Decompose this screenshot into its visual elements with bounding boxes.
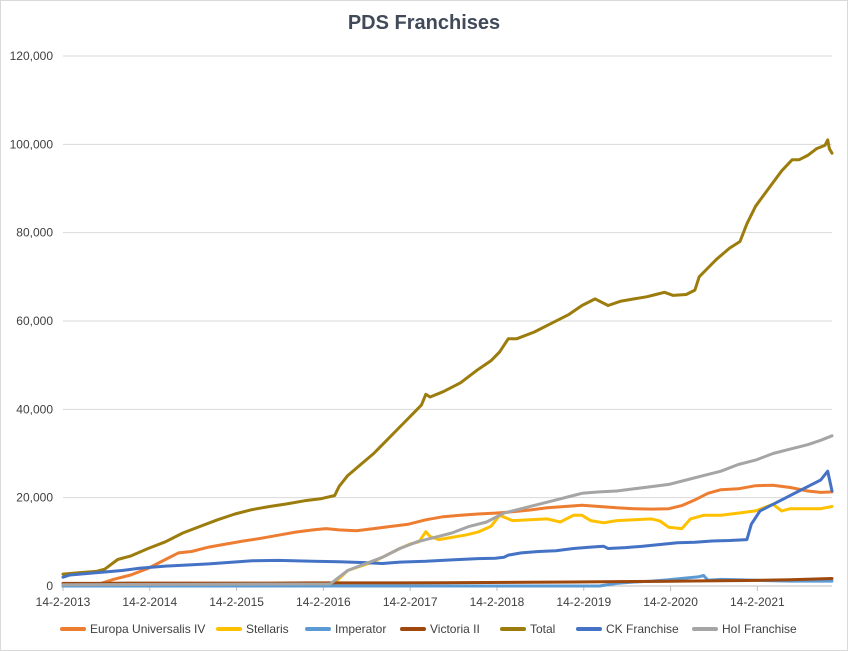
legend-swatch xyxy=(305,627,331,631)
legend-swatch xyxy=(60,627,86,631)
legend-swatch xyxy=(692,627,718,631)
legend-label: Europa Universalis IV xyxy=(90,622,206,636)
x-tick-label: 14-2-2018 xyxy=(470,595,525,609)
x-tick-label: 14-2-2013 xyxy=(36,595,91,609)
y-tick-label: 20,000 xyxy=(16,491,53,505)
legend-swatch xyxy=(216,627,242,631)
legend-label: Total xyxy=(530,622,556,636)
x-tick-label: 14-2-2021 xyxy=(730,595,785,609)
x-tick-label: 14-2-2019 xyxy=(556,595,611,609)
y-tick-label: 120,000 xyxy=(10,49,54,63)
legend-item: Total xyxy=(500,622,555,636)
x-tick-label: 14-2-2015 xyxy=(209,595,264,609)
legend-label: Victoria II xyxy=(430,622,480,636)
y-tick-label: 60,000 xyxy=(16,314,53,328)
x-tick-label: 14-2-2020 xyxy=(643,595,698,609)
series-line-europa-universalis-iv xyxy=(61,483,834,588)
series-line-hoi-franchise xyxy=(61,434,834,587)
legend-item: Victoria II xyxy=(400,622,480,636)
series-line-total xyxy=(61,138,834,576)
legend-label: HoI Franchise xyxy=(722,622,797,636)
legend-swatch xyxy=(400,627,426,631)
x-tick-label: 14-2-2016 xyxy=(296,595,351,609)
legend-item: Europa Universalis IV xyxy=(60,622,205,636)
chart-legend: Europa Universalis IV Stellaris Imperator V… xyxy=(0,622,848,640)
legend-item: Imperator xyxy=(305,622,386,636)
legend-item: Stellaris xyxy=(216,622,289,636)
legend-swatch xyxy=(576,627,602,631)
legend-label: Stellaris xyxy=(246,622,289,636)
legend-label: Imperator xyxy=(335,622,387,636)
y-tick-label: 0 xyxy=(46,579,53,593)
series-line-ck-franchise xyxy=(61,469,834,579)
y-tick-label: 100,000 xyxy=(10,137,54,151)
legend-swatch xyxy=(500,627,526,631)
x-tick-label: 14-2-2017 xyxy=(383,595,438,609)
chart-title: PDS Franchises xyxy=(347,12,501,34)
y-tick-label: 40,000 xyxy=(16,402,53,416)
x-tick-label: 14-2-2014 xyxy=(122,595,177,609)
legend-item: CK Franchise xyxy=(576,622,679,636)
y-tick-label: 80,000 xyxy=(16,226,53,240)
legend-item: HoI Franchise xyxy=(692,622,797,636)
legend-label: CK Franchise xyxy=(606,622,679,636)
